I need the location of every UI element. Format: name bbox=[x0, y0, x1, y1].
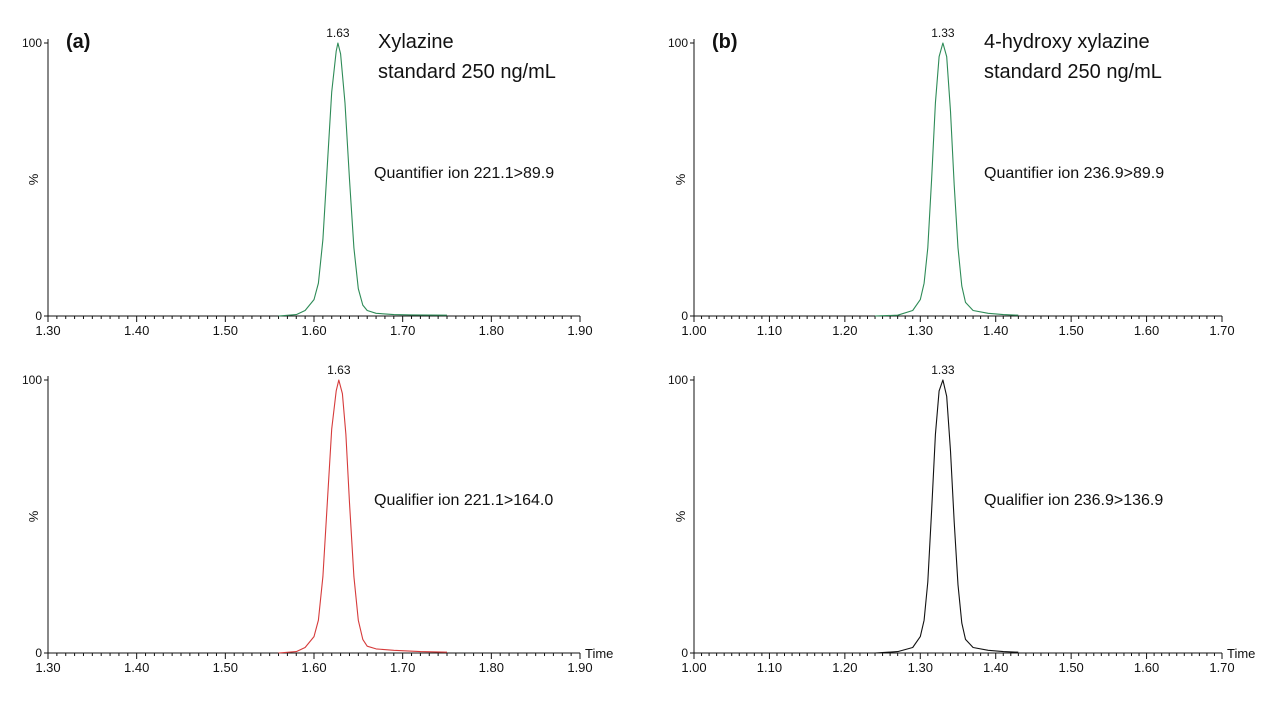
ion-annotation: Quantifier ion 221.1>89.9 bbox=[374, 165, 554, 182]
title-a-line2: standard 250 ng/mL bbox=[378, 61, 556, 83]
x-tick-label: 1.80 bbox=[479, 323, 504, 338]
x-tick-label: 1.40 bbox=[983, 660, 1008, 675]
title-b-line1: 4-hydroxy xylazine bbox=[984, 31, 1150, 53]
y-tick-label-100: 100 bbox=[22, 36, 42, 50]
x-tick-label: 1.70 bbox=[390, 323, 415, 338]
x-tick-label: 1.40 bbox=[124, 323, 149, 338]
title-a-line1: Xylazine bbox=[378, 31, 454, 53]
ion-annotation: Qualifier ion 236.9>136.9 bbox=[984, 492, 1163, 509]
series-line-black bbox=[874, 379, 1019, 654]
x-tick-label: 1.70 bbox=[390, 660, 415, 675]
title-b-line2: standard 250 ng/mL bbox=[984, 61, 1162, 83]
y-tick-label-0: 0 bbox=[681, 646, 688, 660]
x-tick-label: 1.70 bbox=[1209, 323, 1234, 338]
x-tick-label: 1.30 bbox=[908, 660, 933, 675]
x-tick-label: 1.30 bbox=[908, 323, 933, 338]
peak-label: 1.63 bbox=[327, 363, 351, 377]
y-tick-label-100: 100 bbox=[668, 373, 688, 387]
x-tick-label: 1.20 bbox=[832, 660, 857, 675]
x-tick-label: 1.50 bbox=[1058, 323, 1083, 338]
x-tick-label: 1.70 bbox=[1209, 660, 1234, 675]
chart-b-bottom: 100 0% 1.00 1.10 1.20 1.30 1.40 1.50 1.60 1.70Tim… bbox=[668, 363, 1255, 675]
series-line-green bbox=[874, 42, 1019, 317]
panel-label-a: (a) bbox=[66, 31, 90, 53]
y-tick-label-0: 0 bbox=[35, 646, 42, 660]
y-axis-label: % bbox=[673, 510, 688, 522]
chart-b-top: 100 0% 1.00 1.10 1.20 1.30 1.40 1.50 1.60 1.70 1.3… bbox=[668, 26, 1235, 338]
x-tick-label: 1.20 bbox=[832, 323, 857, 338]
x-tick-label: 1.00 bbox=[681, 323, 706, 338]
x-tick-label: 1.80 bbox=[479, 660, 504, 675]
x-axis-label: Time bbox=[585, 646, 613, 661]
x-tick-label: 1.60 bbox=[1134, 323, 1159, 338]
y-axis-label: % bbox=[673, 173, 688, 185]
peak-label: 1.33 bbox=[931, 26, 955, 40]
x-tick-label: 1.90 bbox=[567, 660, 592, 675]
series-line-green bbox=[278, 42, 448, 317]
peak-label: 1.33 bbox=[931, 363, 955, 377]
peak-label: 1.63 bbox=[326, 26, 350, 40]
panel-label-b: (b) bbox=[712, 31, 738, 53]
series-line-red bbox=[278, 379, 448, 654]
x-tick-label: 1.10 bbox=[757, 660, 782, 675]
x-tick-label: 1.50 bbox=[213, 323, 238, 338]
y-tick-label-100: 100 bbox=[668, 36, 688, 50]
y-axis-label: % bbox=[26, 173, 41, 185]
y-tick-label-0: 0 bbox=[681, 309, 688, 323]
x-tick-label: 1.60 bbox=[1134, 660, 1159, 675]
x-tick-label: 1.30 bbox=[35, 323, 60, 338]
ion-annotation: Qualifier ion 221.1>164.0 bbox=[374, 492, 553, 509]
x-tick-label: 1.00 bbox=[681, 660, 706, 675]
x-tick-label: 1.60 bbox=[301, 323, 326, 338]
x-tick-label: 1.10 bbox=[757, 323, 782, 338]
x-tick-label: 1.90 bbox=[567, 323, 592, 338]
x-tick-label: 1.50 bbox=[213, 660, 238, 675]
x-tick-label: 1.40 bbox=[983, 323, 1008, 338]
x-tick-label: 1.40 bbox=[124, 660, 149, 675]
x-tick-label: 1.30 bbox=[35, 660, 60, 675]
ion-annotation: Quantifier ion 236.9>89.9 bbox=[984, 165, 1164, 182]
chart-a-top: 100 0% 1.30 1.40 1.50 1.60 1.70 1.80 1.90 1.63 Qua… bbox=[22, 26, 593, 338]
x-tick-label: 1.50 bbox=[1058, 660, 1083, 675]
y-axis-label: % bbox=[26, 510, 41, 522]
y-tick-label-100: 100 bbox=[22, 373, 42, 387]
x-tick-label: 1.60 bbox=[301, 660, 326, 675]
x-axis-label: Time bbox=[1227, 646, 1255, 661]
y-tick-label-0: 0 bbox=[35, 309, 42, 323]
